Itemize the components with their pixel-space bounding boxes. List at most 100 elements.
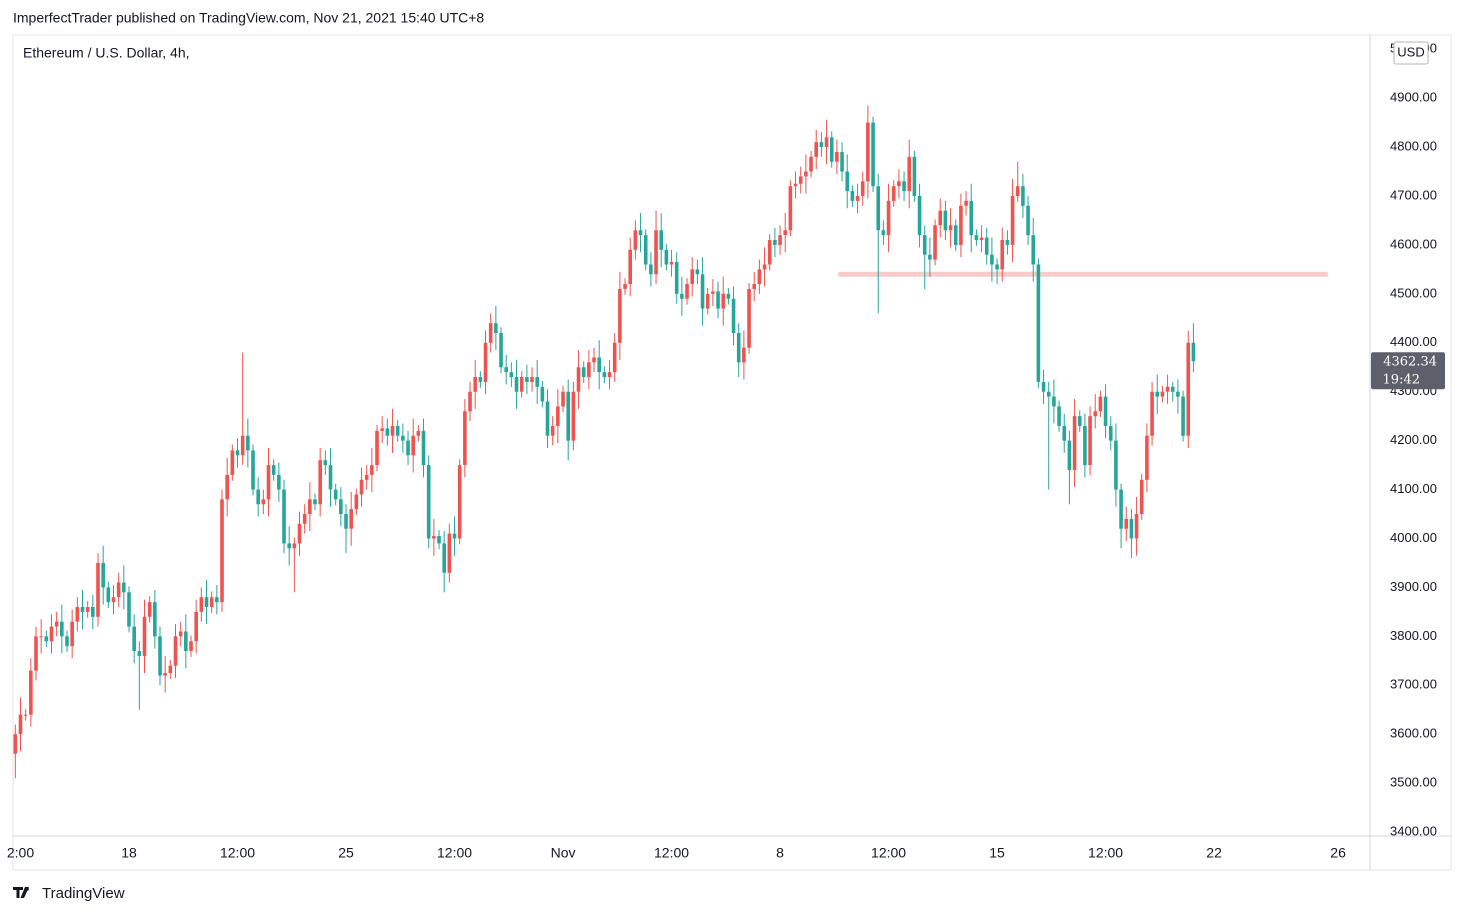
y-tick-label: 4200.00 bbox=[1390, 432, 1437, 447]
candle-body bbox=[1083, 425, 1087, 466]
candle-body bbox=[664, 249, 669, 265]
candle-body bbox=[75, 607, 80, 622]
candle-body bbox=[101, 562, 105, 588]
candle-body bbox=[990, 254, 994, 265]
candle-body bbox=[452, 533, 457, 539]
candle-body bbox=[928, 254, 932, 260]
x-tick-label: 18 bbox=[121, 845, 137, 861]
candle-body bbox=[860, 181, 865, 196]
candle-body bbox=[49, 626, 54, 642]
candle-body bbox=[566, 391, 571, 441]
footer-logo bbox=[13, 887, 29, 898]
candle-body bbox=[550, 425, 555, 436]
candle-body bbox=[1134, 514, 1139, 539]
candle-body bbox=[246, 435, 250, 451]
candle-body bbox=[587, 362, 591, 378]
candle-body bbox=[545, 401, 550, 436]
candle-body bbox=[597, 357, 602, 373]
candle-body bbox=[1191, 342, 1196, 362]
candle-body bbox=[168, 665, 173, 674]
candle-body bbox=[607, 372, 612, 378]
candle-body bbox=[711, 291, 715, 294]
candle-body bbox=[132, 626, 136, 652]
candle-body bbox=[282, 489, 286, 544]
candle-body bbox=[576, 367, 581, 392]
candle-body bbox=[65, 636, 69, 647]
candle-body bbox=[385, 428, 390, 436]
candle-body bbox=[426, 465, 431, 539]
candle-body bbox=[302, 514, 307, 524]
candle-body bbox=[1041, 381, 1046, 392]
candle-body bbox=[623, 284, 627, 289]
candle-body bbox=[1010, 195, 1015, 245]
candle-body bbox=[1150, 391, 1154, 436]
candle-body bbox=[1036, 264, 1041, 382]
candle-body bbox=[535, 377, 539, 387]
y-tick-label: 4500.00 bbox=[1390, 285, 1437, 300]
candle-body bbox=[1077, 416, 1082, 426]
candle-body bbox=[804, 171, 808, 177]
y-tick-label: 3800.00 bbox=[1390, 628, 1437, 643]
candle-body bbox=[292, 543, 297, 549]
candle-body bbox=[395, 425, 400, 436]
candle-body bbox=[979, 237, 984, 241]
candle-body bbox=[194, 611, 198, 642]
candle-body bbox=[96, 562, 100, 617]
candle-body bbox=[571, 391, 576, 441]
candle-body bbox=[845, 171, 850, 192]
candle-body bbox=[354, 494, 359, 510]
candle-body bbox=[215, 597, 219, 603]
y-tick-label: 4000.00 bbox=[1390, 530, 1437, 545]
candle-body bbox=[674, 262, 679, 294]
candle-body bbox=[938, 210, 943, 226]
candle-body bbox=[721, 293, 726, 309]
candle-body bbox=[416, 430, 421, 436]
candle-body bbox=[230, 450, 235, 475]
candle-body bbox=[457, 465, 462, 539]
candle-body bbox=[1088, 416, 1092, 466]
candle-body bbox=[762, 264, 767, 270]
candle-body bbox=[907, 156, 912, 192]
candle-body bbox=[504, 367, 508, 373]
candle-body bbox=[726, 293, 731, 299]
candle-body bbox=[251, 450, 255, 490]
candle-body bbox=[680, 293, 684, 299]
candle-body bbox=[91, 607, 95, 617]
candle-body bbox=[695, 269, 700, 275]
candle-body bbox=[700, 274, 705, 309]
x-tick-label: 15 bbox=[989, 845, 1005, 861]
plot-area bbox=[13, 105, 1328, 779]
candle-body bbox=[767, 240, 772, 265]
candle-body bbox=[1176, 391, 1180, 397]
candle-body bbox=[401, 435, 405, 441]
candle-body bbox=[318, 460, 322, 505]
y-tick-label: 3500.00 bbox=[1390, 775, 1437, 790]
candle-body bbox=[1114, 440, 1118, 490]
candle-body bbox=[1015, 186, 1020, 196]
y-tick-label: 3700.00 bbox=[1390, 677, 1437, 692]
candle-body bbox=[933, 225, 937, 260]
candle-body bbox=[344, 514, 348, 529]
candle-body bbox=[478, 377, 483, 382]
candle-body bbox=[266, 465, 271, 500]
candle-body bbox=[29, 670, 33, 715]
candle-body bbox=[953, 225, 958, 245]
candle-body bbox=[612, 342, 617, 373]
candle-body bbox=[964, 200, 968, 206]
candle-body bbox=[85, 607, 90, 612]
candle-body bbox=[855, 195, 860, 201]
candle-body bbox=[54, 621, 59, 627]
candle-body bbox=[654, 230, 658, 275]
candle-body bbox=[153, 602, 157, 637]
candle-body bbox=[876, 186, 881, 231]
footer-brand: TradingView bbox=[42, 885, 125, 902]
candle-body bbox=[359, 479, 364, 495]
candle-body bbox=[333, 489, 338, 500]
last-price-label: 4362.34 bbox=[1383, 355, 1437, 370]
candle-body bbox=[1021, 186, 1025, 206]
candle-body bbox=[44, 636, 49, 642]
x-tick-label: 12:00 bbox=[871, 845, 906, 861]
candle-body bbox=[39, 636, 43, 638]
candle-body bbox=[189, 641, 193, 652]
candle-body bbox=[199, 597, 204, 612]
